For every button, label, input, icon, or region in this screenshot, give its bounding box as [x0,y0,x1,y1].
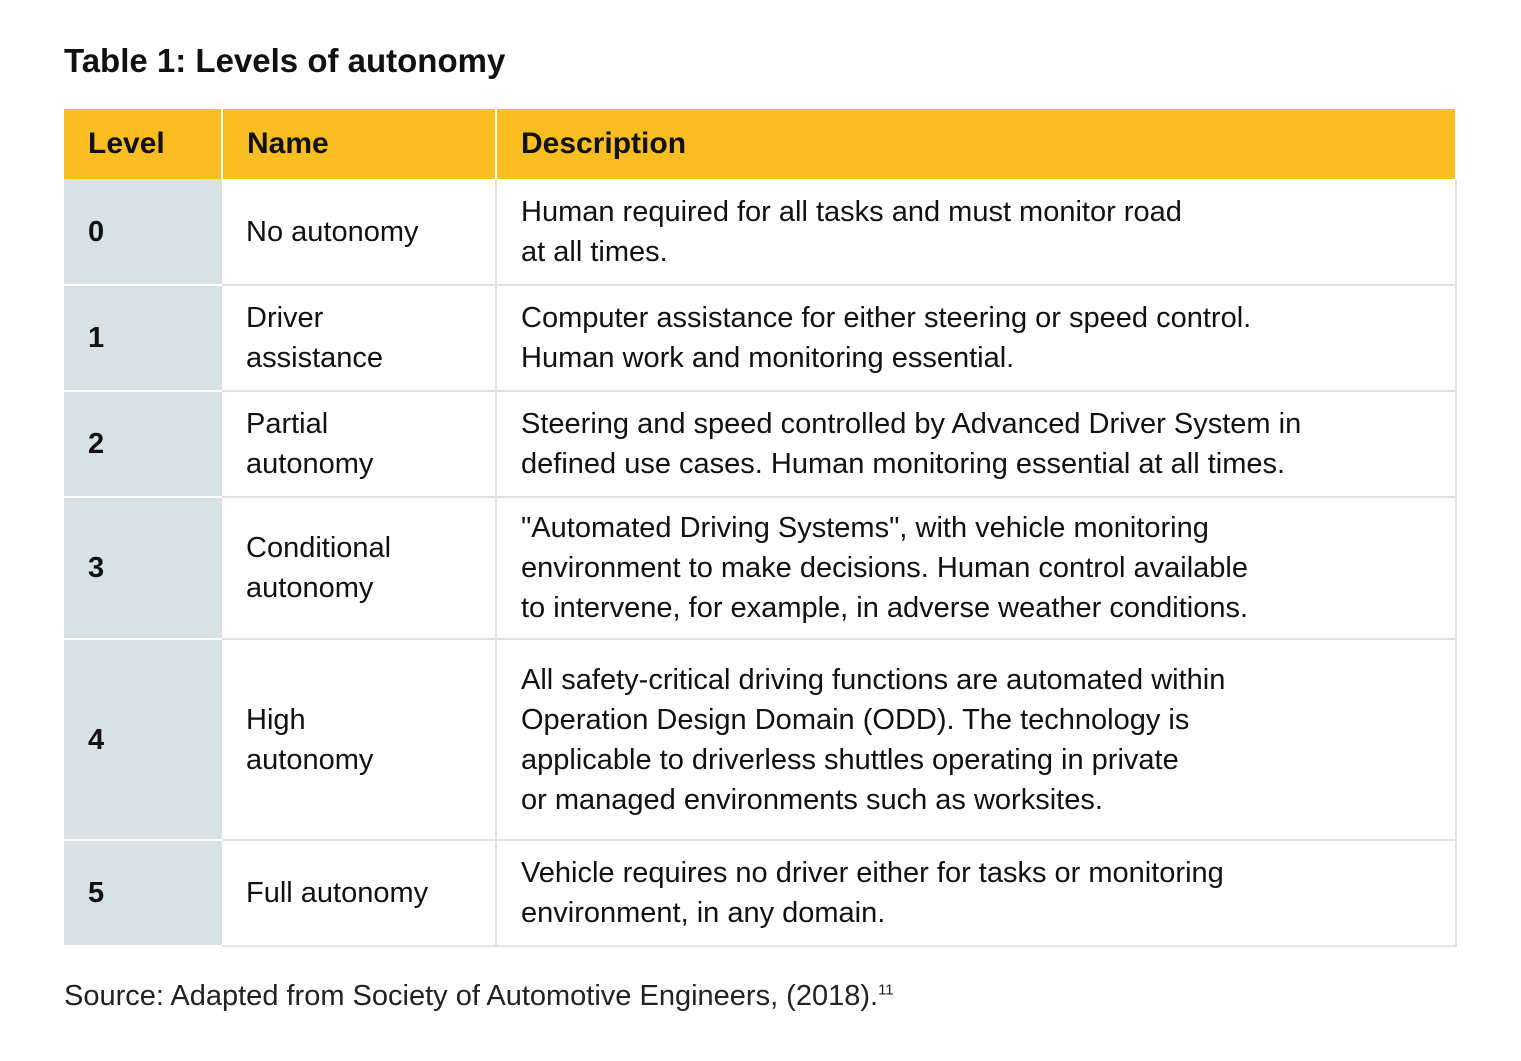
autonomy-levels-table: Level Name Description 0 No autonomy Human… [64,109,1457,947]
name-line: autonomy [246,572,374,604]
description-cell: "Automated Driving Systems", with vehicl… [496,497,1457,640]
name-cell: Conditional autonomy [222,497,497,640]
name-line: No autonomy [246,215,419,248]
description-line: Human required for all tasks and must mo… [521,195,1182,228]
name-cell: Driver assistance [222,285,497,392]
level-cell: 3 [64,497,222,640]
description-line: "Automated Driving Systems", with vehicl… [521,512,1209,544]
table-row: 1 Driver assistance Computer assistance for… [64,285,1457,392]
description-line: Vehicle requires no driver either for ta… [521,857,1224,889]
name-line: assistance [246,342,384,374]
name-cell: Full autonomy [222,840,497,947]
name-line: Partial [246,408,329,440]
description-cell: Human required for all tasks and must mo… [496,179,1457,286]
level-cell: 5 [64,840,222,947]
description-line: defined use cases. Human monitoring esse… [521,448,1286,480]
header-name: Name [222,109,497,179]
name-line: autonomy [246,743,374,776]
description-cell: Steering and speed controlled by Advance… [496,391,1457,498]
table-row: 3 Conditional autonomy "Automated Driving S… [64,497,1457,640]
table-row: 5 Full autonomy Vehicle requires no driver… [64,840,1457,947]
level-cell: 0 [64,179,222,286]
level-cell: 1 [64,285,222,392]
source-text: Source: Adapted from Society of Automoti… [64,980,879,1012]
description-line: Human work and monitoring essential. [521,342,1015,374]
header-level: Level [64,109,223,179]
name-line: Driver [246,302,324,334]
description-line: environment to make decisions. Human con… [521,552,1248,584]
name-line: High [246,703,306,736]
header-description: Description [496,109,1457,179]
description-cell: Computer assistance for either steering … [496,285,1457,392]
level-cell: 2 [64,391,222,498]
name-cell: High autonomy [222,639,497,841]
name-line: autonomy [246,448,374,480]
table-header-row: Level Name Description [64,109,1457,179]
description-line: to intervene, for example, in adverse we… [521,592,1249,624]
footnote-ref: 11 [878,981,894,999]
description-cell: All safety-critical driving functions ar… [496,639,1457,841]
description-line: environment, in any domain. [521,897,886,929]
table-row: 2 Partial autonomy Steering and speed contr… [64,391,1457,498]
table-row: 0 No autonomy Human required for all tasks… [64,179,1457,286]
level-cell: 4 [64,639,222,841]
description-cell: Vehicle requires no driver either for ta… [496,840,1457,947]
description-line: All safety-critical driving functions ar… [521,663,1226,696]
name-line: Conditional [246,532,392,564]
description-line: Computer assistance for either steering … [521,302,1252,334]
description-line: Operation Design Domain (ODD). The techn… [521,703,1190,736]
table-row: 4 High autonomy All safety-critical driving… [64,639,1457,841]
description-line: or managed environments such as worksite… [521,783,1103,816]
description-line: at all times. [521,235,668,268]
description-line: applicable to driverless shuttles operat… [521,743,1179,776]
source-note: Source: Adapted from Society of Automoti… [64,980,894,1013]
name-cell: No autonomy [222,179,497,286]
name-cell: Partial autonomy [222,391,497,498]
name-line: Full autonomy [246,877,429,909]
description-line: Steering and speed controlled by Advance… [521,408,1302,440]
table-title: Table 1: Levels of autonomy [64,42,506,79]
